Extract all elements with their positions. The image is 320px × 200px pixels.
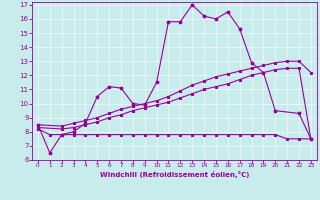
X-axis label: Windchill (Refroidissement éolien,°C): Windchill (Refroidissement éolien,°C)	[100, 171, 249, 178]
